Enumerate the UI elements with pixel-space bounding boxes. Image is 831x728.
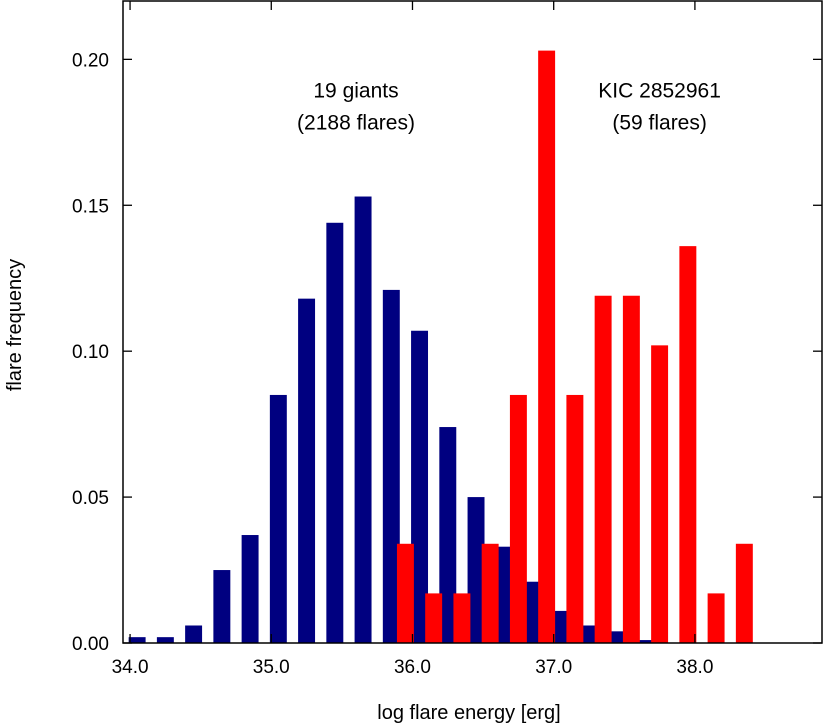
bar-giants-11 xyxy=(439,427,457,643)
annotation-kic-count: (59 flares) xyxy=(612,111,707,134)
bar-kic-4 xyxy=(509,394,527,643)
bar-giants-5 xyxy=(269,394,287,643)
bar-giants-15 xyxy=(552,610,570,643)
bar-giants-8 xyxy=(354,196,372,643)
x-tick-label: 34.0 xyxy=(112,657,149,678)
bar-kic-9 xyxy=(651,345,669,643)
bar-giants-17 xyxy=(608,631,626,643)
y-tick-label: 0.20 xyxy=(72,50,109,71)
bar-kic-2 xyxy=(453,593,471,643)
x-axis-title: log flare energy [erg] xyxy=(377,702,560,724)
bar-kic-12 xyxy=(735,543,753,643)
ticks-layer xyxy=(123,1,822,644)
x-tick-label: 38.0 xyxy=(676,657,713,678)
bar-giants-14 xyxy=(524,581,541,643)
bar-giants-10 xyxy=(411,330,429,643)
bar-giants-9 xyxy=(382,289,400,643)
bar-giants-0 xyxy=(128,637,146,643)
bar-kic-8 xyxy=(622,295,640,643)
bar-giants-6 xyxy=(298,298,316,643)
annotations-layer: 19 giants (2188 flares) KIC 2852961 (59 fla… xyxy=(297,79,721,134)
plot-frame xyxy=(122,0,823,644)
bar-giants-13 xyxy=(495,546,513,643)
bar-kic-1 xyxy=(425,593,443,643)
x-tick-label: 35.0 xyxy=(253,657,290,678)
bar-kic-0 xyxy=(396,543,414,643)
x-tick-label: 36.0 xyxy=(394,657,431,678)
bar-giants-12 xyxy=(467,497,485,643)
annotation-kic-name: KIC 2852961 xyxy=(598,79,721,102)
y-axis-title: flare frequency xyxy=(4,259,26,391)
bars-layer xyxy=(128,50,753,644)
bar-kic-6 xyxy=(566,394,584,643)
y-tick-label: 0.00 xyxy=(72,634,109,655)
bar-giants-7 xyxy=(326,222,344,643)
y-tick-label: 0.05 xyxy=(72,488,109,509)
annotation-giants-count: (2188 flares) xyxy=(297,111,415,134)
bar-kic-5 xyxy=(538,50,556,644)
bar-giants-16 xyxy=(580,625,598,643)
bar-kic-11 xyxy=(707,593,725,643)
bar-giants-3 xyxy=(213,570,231,643)
y-tick-label: 0.10 xyxy=(72,342,109,363)
x-tick-label: 37.0 xyxy=(535,657,572,678)
bar-giants-1 xyxy=(156,637,174,643)
bar-giants-4 xyxy=(241,535,259,643)
bar-giants-2 xyxy=(185,625,203,643)
bar-kic-3 xyxy=(481,543,499,643)
bar-kic-10 xyxy=(679,246,697,643)
bar-giants-18 xyxy=(637,640,654,643)
y-tick-label: 0.15 xyxy=(72,196,109,217)
bar-kic-7 xyxy=(594,295,612,643)
annotation-giants-name: 19 giants xyxy=(313,79,398,102)
labels-layer: 34.0 35.0 36.0 37.0 38.0 0.00 0.05 0.10 0.15 0.20 xyxy=(72,50,713,678)
